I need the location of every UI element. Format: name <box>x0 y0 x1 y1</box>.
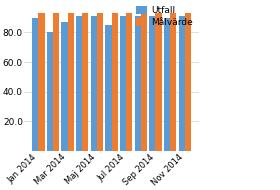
Bar <box>38 13 45 151</box>
Bar <box>105 25 111 151</box>
Bar <box>32 18 38 151</box>
Bar <box>141 13 147 151</box>
Bar <box>62 22 68 151</box>
Bar <box>82 13 88 151</box>
Bar <box>47 32 53 151</box>
Bar <box>97 13 103 151</box>
Bar <box>76 16 82 151</box>
Bar <box>170 13 176 151</box>
Bar <box>164 18 170 151</box>
Bar <box>68 13 74 151</box>
Bar <box>126 13 132 151</box>
Bar <box>185 13 191 151</box>
Bar <box>149 16 155 151</box>
Bar <box>111 13 118 151</box>
Bar <box>179 16 185 151</box>
Legend: Utfall, Målvärde: Utfall, Målvärde <box>134 4 194 29</box>
Bar <box>53 13 59 151</box>
Bar <box>135 16 141 151</box>
Bar <box>155 13 162 151</box>
Bar <box>120 16 126 151</box>
Bar <box>91 16 97 151</box>
